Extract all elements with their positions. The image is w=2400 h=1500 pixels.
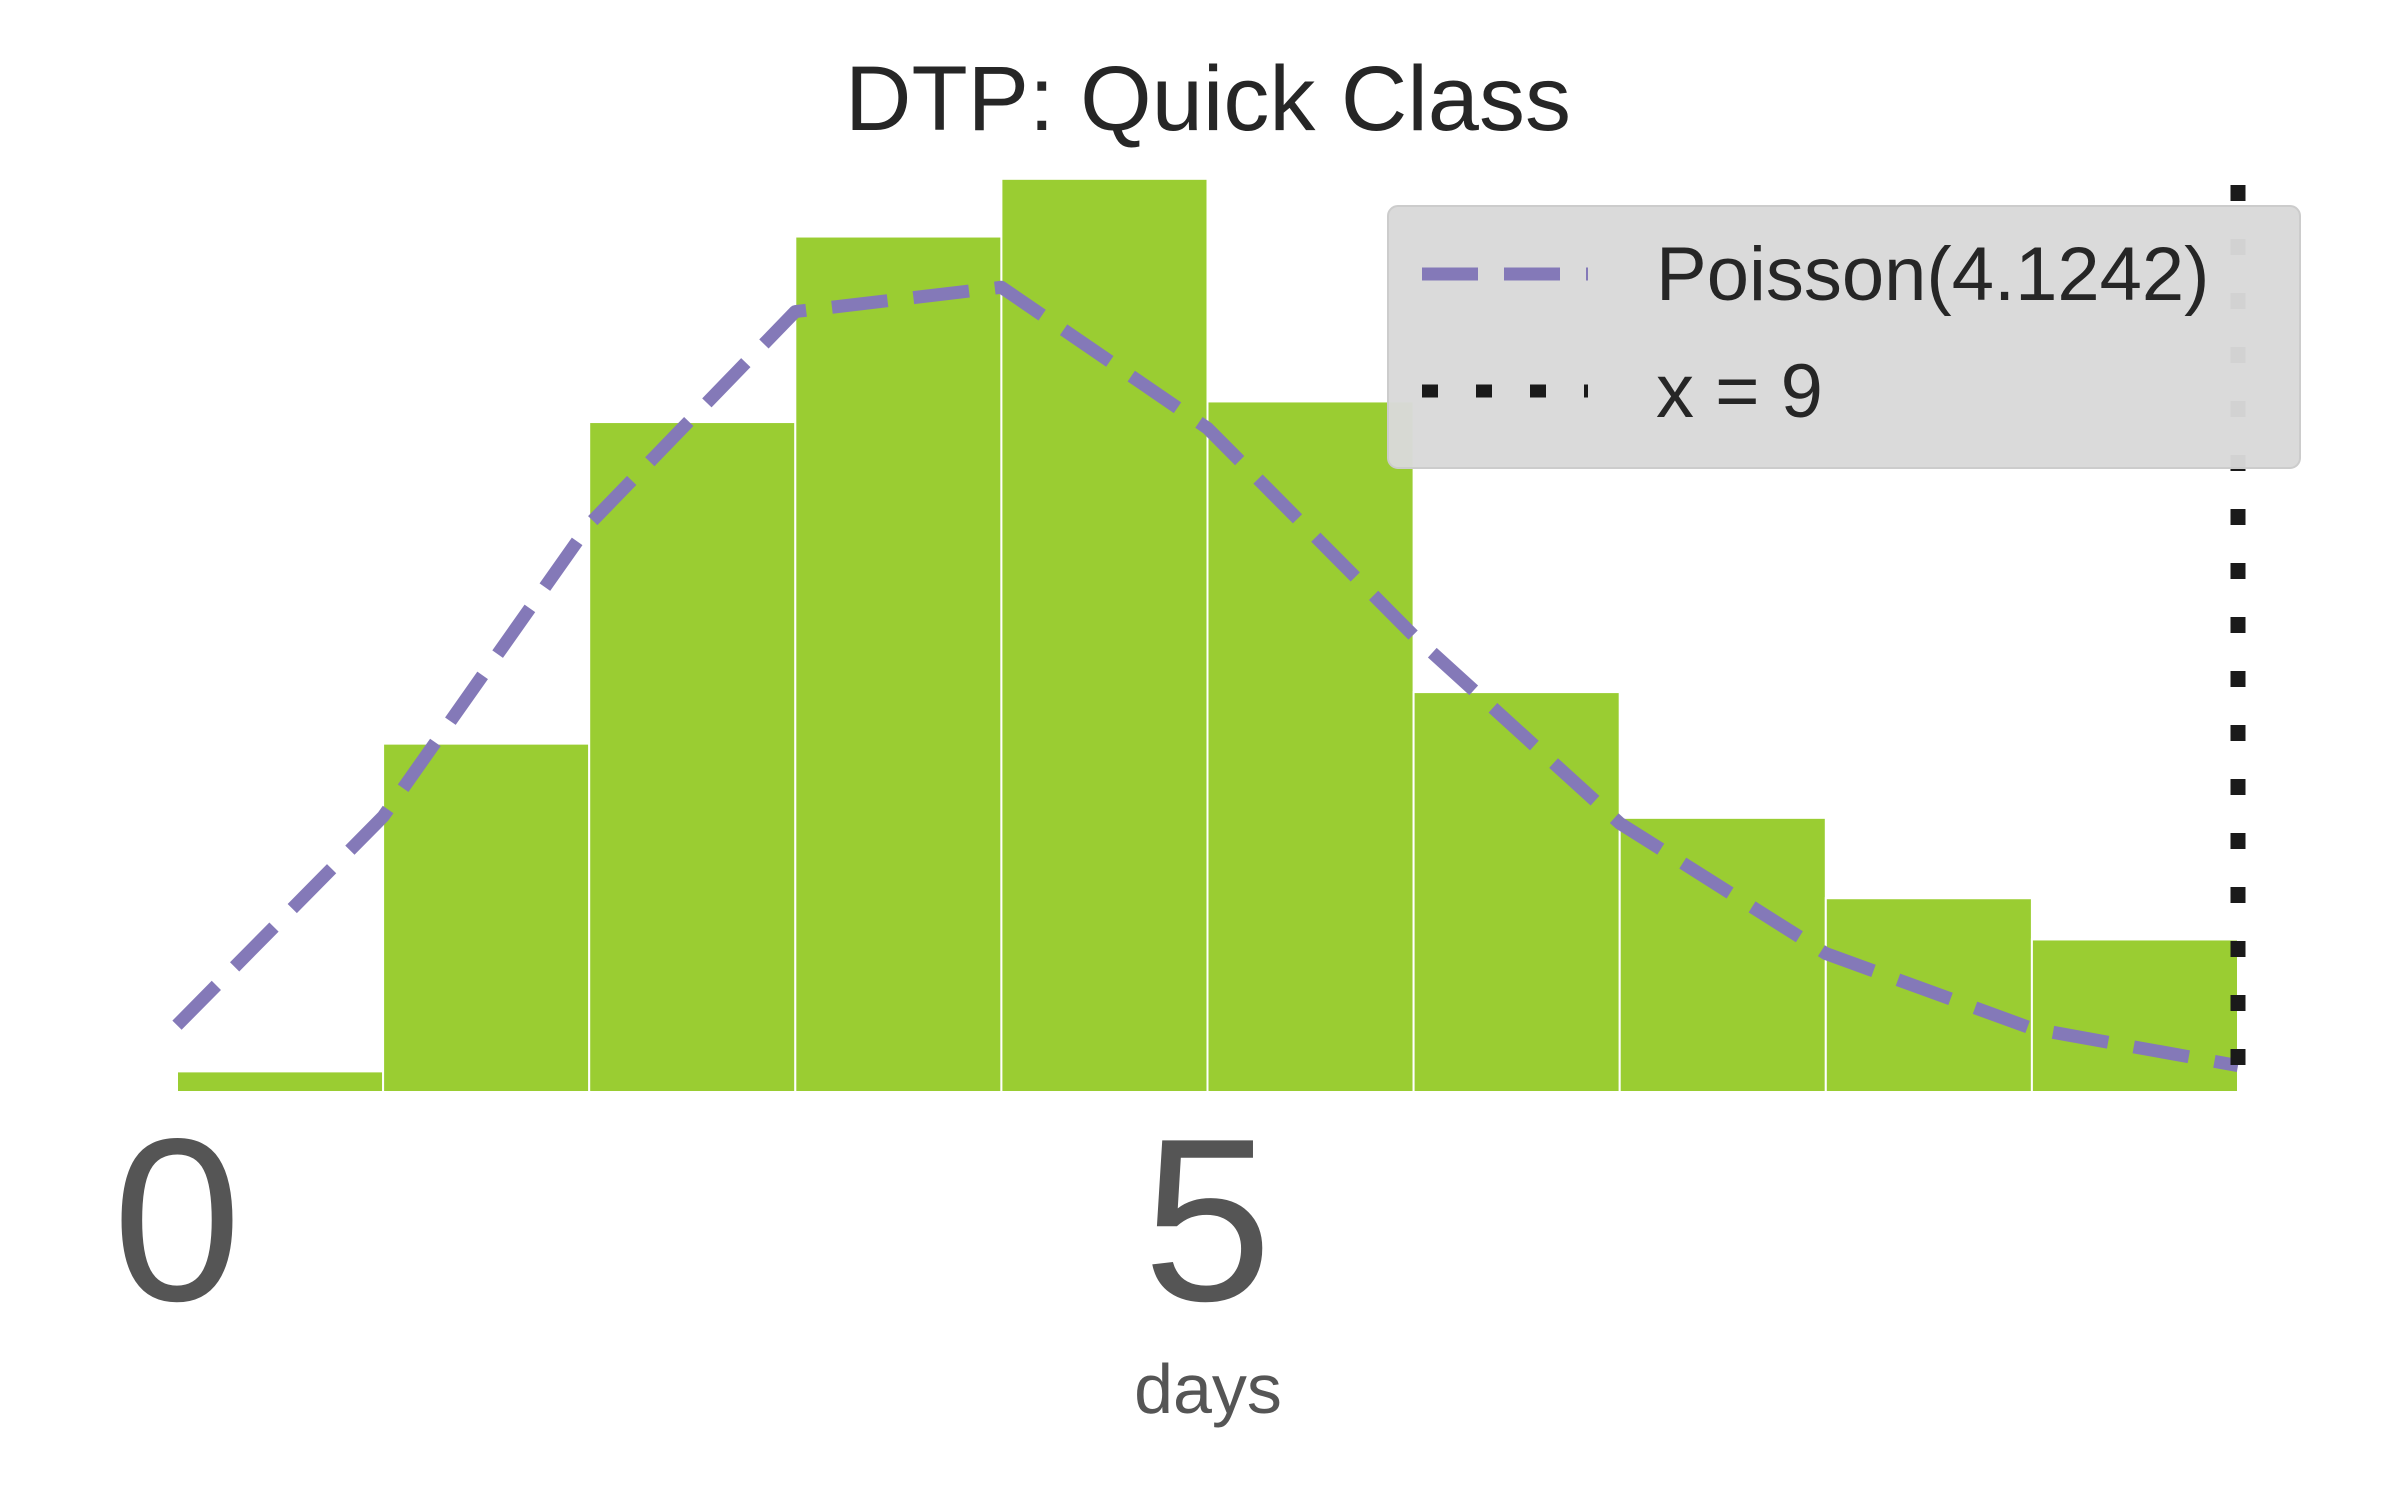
x-tick-label: 5 [1143,1091,1272,1350]
histogram-bar [1206,400,1415,1093]
histogram-bar [1618,816,1827,1093]
histogram-bar [1000,177,1209,1093]
histogram-bar [176,1070,385,1093]
legend-label-vline: x = 9 [1656,349,1823,434]
chart-title: DTP: Quick Class [845,48,1571,150]
legend: Poisson(4.1242) x = 9 [1387,205,2301,469]
histogram-bar [588,421,797,1093]
histogram-bar [2030,938,2240,1094]
histogram-bar [382,742,591,1093]
histogram-bar [794,235,1003,1093]
legend-label-poisson: Poisson(4.1242) [1656,232,2209,317]
histogram-bar [1412,691,1621,1093]
x-tick-label: 0 [112,1091,241,1350]
bars-layer [176,177,2240,1094]
legend-box [1387,205,2301,469]
poisson-line [172,280,2240,1073]
x-axis-label: days [1134,1350,1282,1428]
lines-layer [172,185,2246,1092]
